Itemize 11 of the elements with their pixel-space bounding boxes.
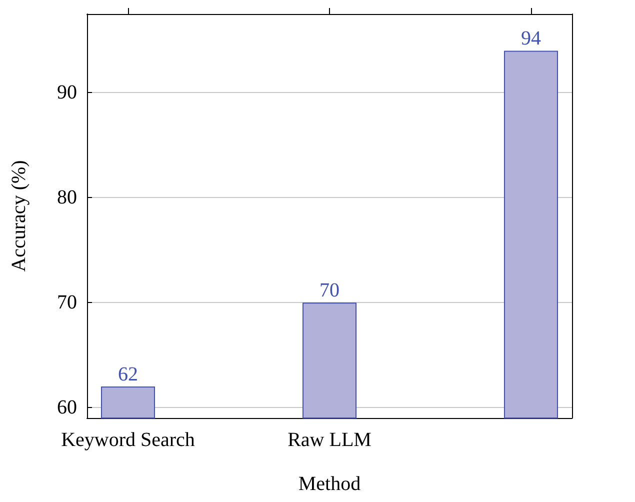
x-axis-title: Method [298,473,361,495]
y-tick-label: 90 [57,82,77,104]
data-label: 62 [118,364,138,386]
x-tick-label: Keyword Search [61,429,195,451]
y-tick-label: 60 [57,396,77,419]
y-tick-label: 80 [57,186,77,209]
x-tick-label: Raw LLM [288,429,372,451]
y-axis-title: Accuracy (%) [8,160,30,272]
data-label: 94 [520,28,541,50]
data-label: 70 [320,280,340,302]
y-tick-label: 70 [57,292,77,314]
